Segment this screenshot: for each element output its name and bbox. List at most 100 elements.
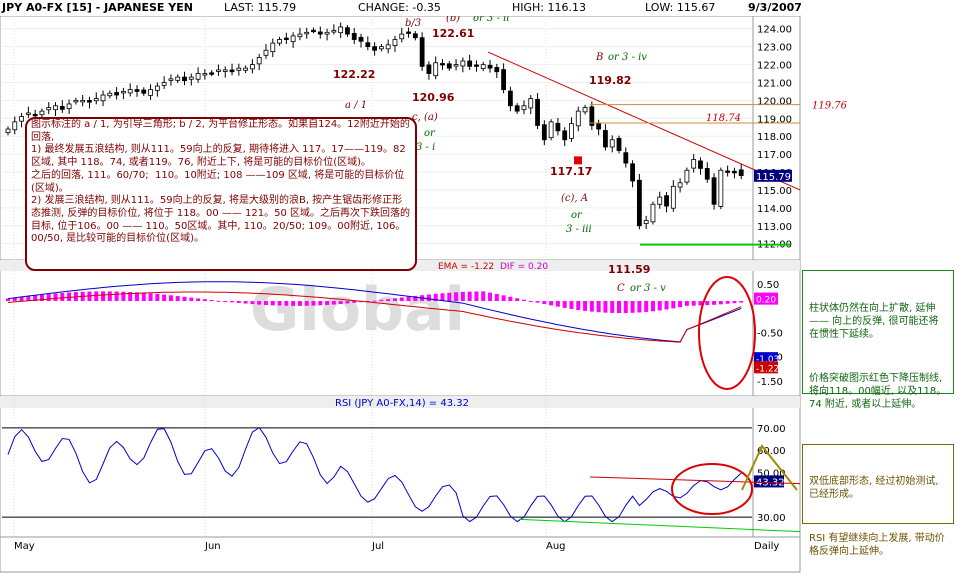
macd-histogram-bar [94,291,99,302]
candle [358,36,364,42]
macd-histogram-bar [39,294,44,302]
candle [32,113,38,117]
candle [53,105,58,111]
candle [154,85,160,91]
candle [222,69,228,72]
candle [711,177,717,205]
wave-annotation: 111.59 [608,263,650,276]
macd-histogram-bar [705,301,710,306]
macd-histogram-bar [209,300,214,302]
rsi-title-bar [0,396,800,408]
candle [698,160,703,169]
rsi-panel: RSI (JPY A0-FX,14) = 43.32 70.00 60.00 50.0… [2,398,801,533]
candle [148,89,153,96]
macd-tick-label: -0.50 [757,329,783,340]
candle [630,163,635,182]
macd-histogram-bar [474,291,479,302]
rsi-value-badge [754,475,784,488]
macd-histogram-bar [175,296,180,302]
macd-histogram-bar [53,293,58,302]
candle [535,98,540,126]
candle [494,67,500,73]
candle [372,46,378,51]
macd-histogram-bar [576,301,581,310]
candle [87,99,92,103]
macd-histogram-bar [481,291,486,302]
macd-histogram-bar [297,301,302,306]
macd-value-label: 0.20 [756,296,776,306]
analysis-note-macd: 柱状体仍然在向上扩散, 延伸 —— 向上的反弹, 很可能还将在惯性下延续。 价格… [802,270,954,410]
price-tick-label: 118.00 [757,132,792,143]
candle [677,182,683,188]
macd-histogram-bar [372,300,377,302]
macd-note-text-2: 价格突破图示红色下降压制线, 将向118。00幅近, 以及118。74 附近, … [809,373,947,410]
macd-histogram-bar [60,292,65,302]
rsi-tick-label: 70.00 [757,424,786,435]
macd-histogram-bar [12,297,17,302]
macd-histogram-bar [6,298,10,302]
candle [412,33,418,39]
candle [670,185,676,209]
macd-histogram-bar [168,295,173,302]
candle [297,33,303,38]
candle [188,76,194,80]
macd-ema-label: EMA = -1.22 [438,262,494,272]
macd-value-badge [754,352,778,365]
macd-histogram-bar [250,301,255,305]
candle [134,89,140,92]
date-value: 9/3/2007 [748,1,802,14]
marker-square [574,156,582,165]
rsi-support-line [519,518,801,533]
macd-histogram-bar [196,298,201,302]
candle [161,82,167,86]
rsi-triangle-marker [741,444,798,491]
descending-trend-line [487,51,801,191]
macd-histogram-bar [515,298,520,302]
candle [127,89,133,94]
macd-histogram-bar [684,301,689,306]
candle [202,73,208,76]
macd-histogram-bar [454,292,459,302]
candle [73,99,79,103]
macd-histogram-bar [467,291,472,302]
macd-histogram-bar [19,297,24,302]
macd-histogram-bar [257,301,262,305]
macd-histogram-bar [610,301,615,313]
symbol-title: JPY A0-FX [15] - JAPANESE YEN [2,1,193,14]
candle [324,31,330,35]
candle [609,139,615,148]
macd-histogram-bar [392,298,397,302]
macd-histogram-bar [508,296,513,302]
candle [216,69,221,72]
macd-histogram-bar [33,295,38,302]
candle [351,33,357,40]
candle [657,196,663,205]
wave-annotation: (b) [446,13,460,24]
watermark-text: Global [250,275,465,345]
macd-histogram-bar [155,293,160,302]
candle [277,39,282,44]
candle [433,62,439,77]
macd-histogram-bar [617,301,622,314]
candle [480,64,486,69]
macd-histogram-bar [141,292,146,302]
macd-value-label: -1.22 [756,364,779,374]
price-tick-label: 115.00 [757,186,792,197]
last-price-label: 115.79 [756,172,791,183]
macd-histogram-bar [555,301,560,307]
macd-histogram-bar [739,301,744,303]
candle [474,64,479,67]
candle [446,63,452,69]
chart-header: JPY A0-FX [15] - JAPANESE YEN LAST: 115.… [0,0,802,16]
highlight-circle [698,276,756,390]
macd-histogram-bar [406,296,411,302]
candle [426,64,432,74]
candle [5,128,11,134]
macd-histogram-bar [114,291,119,302]
macd-histogram-bar [107,291,112,302]
candle [467,60,473,67]
rsi-line [7,426,742,523]
candle [392,39,398,46]
candle [263,49,269,56]
wave-annotation: c, (a) [412,112,438,123]
